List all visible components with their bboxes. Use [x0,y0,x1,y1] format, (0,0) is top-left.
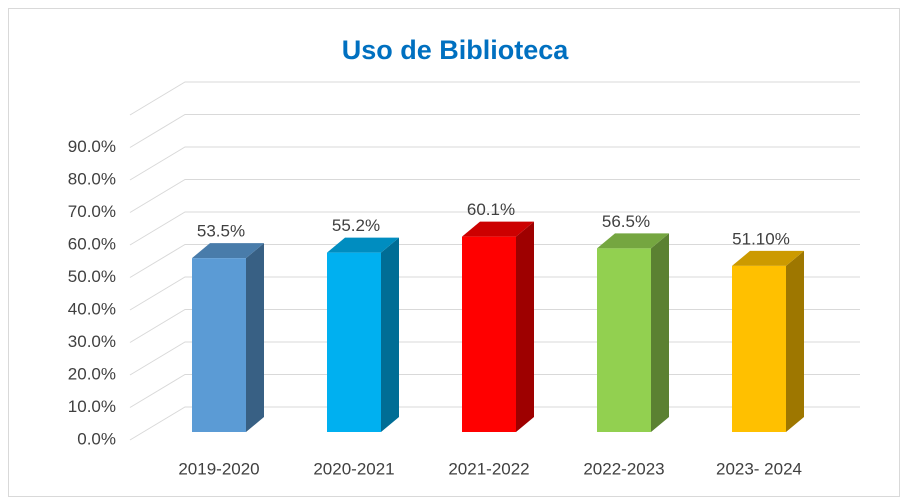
bar [327,237,399,432]
bar [192,243,264,432]
data-label: 56.5% [602,212,650,231]
bar [597,233,669,432]
data-label: 55.2% [332,216,380,235]
bar-side [786,250,804,432]
grid-line [129,114,860,148]
grid-line [129,146,860,181]
bar [462,221,534,432]
bar-front [462,236,516,432]
bar-top [597,233,669,249]
x-tick-label: 2020-2021 [313,459,394,478]
bar-side [516,221,534,432]
data-label: 53.5% [197,222,245,241]
y-tick-label: 90.0% [68,137,116,156]
x-tick-label: 2019-2020 [178,459,259,478]
y-tick-label: 80.0% [68,169,116,188]
wall-edge [129,81,860,116]
bar-front [192,258,246,432]
y-tick-label: 30.0% [68,332,116,351]
y-tick-label: 70.0% [68,202,116,221]
bar-front [732,265,786,432]
bar-front [597,248,651,432]
bar-side [246,243,264,432]
chart-title: Uso de Biblioteca [342,35,570,65]
bar-front [327,252,381,432]
bar-top [732,250,804,266]
grid-line [129,211,860,246]
bar [732,250,804,432]
x-tick-label: 2021-2022 [448,459,529,478]
x-tick-label: 2022-2023 [583,459,664,478]
y-tick-label: 60.0% [68,234,116,253]
bar-side [381,237,399,432]
x-tick-label: 2023- 2024 [716,459,802,478]
data-label: 60.1% [467,200,515,219]
data-label: 51.10% [732,229,790,248]
y-tick-label: 40.0% [68,299,116,318]
bar-side [651,233,669,432]
bar-top [192,243,264,259]
bar-top [462,221,534,237]
bar-top [327,237,399,253]
y-tick-label: 20.0% [68,364,116,383]
grid-line [129,179,860,213]
y-tick-label: 0.0% [77,429,116,448]
y-tick-label: 50.0% [68,267,116,286]
y-tick-label: 10.0% [68,397,116,416]
